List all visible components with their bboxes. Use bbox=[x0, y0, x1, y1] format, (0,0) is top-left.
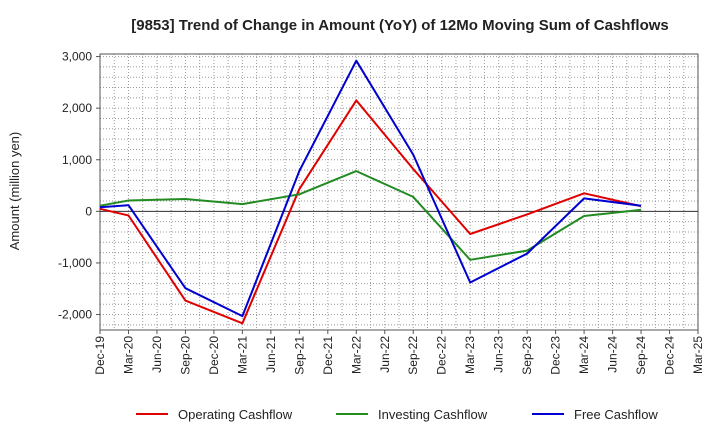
x-tick-label: Mar-25 bbox=[691, 336, 705, 374]
x-tick-label: Sep-22 bbox=[406, 336, 420, 375]
x-axis-ticks: Dec-19 Mar-20 Jun-20 Sep-20 Dec-20 Mar-21 Jun-… bbox=[93, 330, 705, 375]
y-tick-label: 1,000 bbox=[62, 153, 92, 167]
plot-area bbox=[99, 53, 699, 331]
x-tick-label: Dec-24 bbox=[663, 336, 677, 375]
y-tick-label: -1,000 bbox=[58, 256, 92, 270]
grid-lines bbox=[99, 54, 699, 330]
series-line-investing-cashflow bbox=[99, 170, 642, 261]
y-tick-label: -2,000 bbox=[58, 308, 92, 322]
x-tick-label: Mar-24 bbox=[577, 336, 591, 374]
x-tick-label: Sep-23 bbox=[520, 336, 534, 375]
legend-label: Operating Cashflow bbox=[178, 407, 293, 422]
series-lines bbox=[99, 59, 642, 325]
x-tick-label: Mar-23 bbox=[463, 336, 477, 374]
x-tick-label: Jun-24 bbox=[606, 336, 620, 373]
x-tick-label: Dec-23 bbox=[549, 336, 563, 375]
y-tick-label: 2,000 bbox=[62, 101, 92, 115]
x-tick-label: Mar-22 bbox=[349, 336, 363, 374]
y-axis-label: Amount (million yen) bbox=[7, 132, 22, 251]
series-line-operating-cashflow bbox=[99, 99, 642, 325]
x-tick-label: Dec-22 bbox=[435, 336, 449, 375]
legend-label: Free Cashflow bbox=[574, 407, 658, 422]
chart-title: [9853] Trend of Change in Amount (YoY) o… bbox=[131, 17, 669, 34]
legend-label: Investing Cashflow bbox=[378, 407, 488, 422]
y-tick-label: 0 bbox=[85, 204, 92, 218]
x-tick-label: Dec-19 bbox=[93, 336, 107, 375]
x-tick-label: Mar-20 bbox=[121, 336, 135, 374]
y-tick-label: 3,000 bbox=[62, 50, 92, 64]
x-tick-label: Jun-20 bbox=[150, 336, 164, 373]
x-tick-label: Sep-24 bbox=[634, 336, 648, 375]
x-tick-label: Jun-21 bbox=[264, 336, 278, 373]
y-axis-ticks: 3,000 2,000 1,000 0 -1,000 -2,000 bbox=[58, 50, 100, 322]
x-tick-label: Dec-21 bbox=[321, 336, 335, 375]
x-tick-label: Dec-20 bbox=[207, 336, 221, 375]
x-tick-label: Jun-23 bbox=[492, 336, 506, 373]
x-tick-label: Sep-20 bbox=[178, 336, 192, 375]
series-line-free-cashflow bbox=[99, 59, 642, 318]
legend: Operating Cashflow Investing Cashflow Free… bbox=[136, 407, 658, 422]
x-tick-label: Sep-21 bbox=[292, 336, 306, 375]
x-tick-label: Mar-21 bbox=[235, 336, 249, 374]
x-tick-label: Jun-22 bbox=[378, 336, 392, 373]
